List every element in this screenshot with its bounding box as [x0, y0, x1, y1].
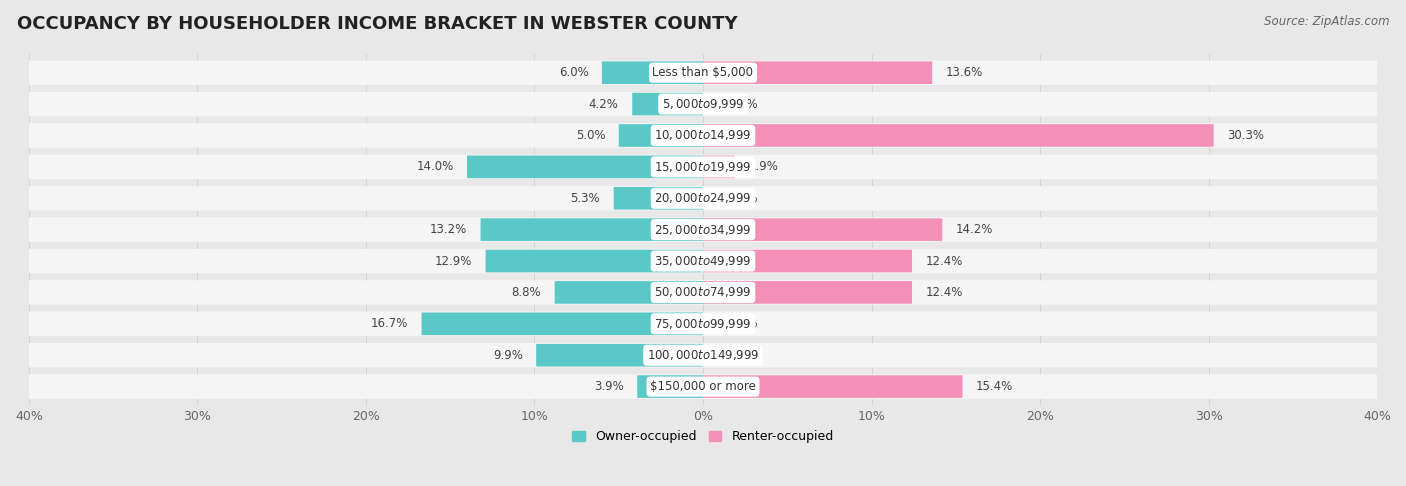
FancyBboxPatch shape	[21, 123, 1385, 148]
FancyBboxPatch shape	[602, 61, 703, 84]
Text: 0.0%: 0.0%	[728, 317, 758, 330]
Text: 12.4%: 12.4%	[925, 255, 963, 267]
FancyBboxPatch shape	[21, 249, 1385, 273]
FancyBboxPatch shape	[633, 93, 703, 115]
FancyBboxPatch shape	[703, 61, 932, 84]
FancyBboxPatch shape	[21, 155, 1385, 179]
Text: $10,000 to $14,999: $10,000 to $14,999	[654, 128, 752, 142]
Text: $5,000 to $9,999: $5,000 to $9,999	[662, 97, 744, 111]
Text: $20,000 to $24,999: $20,000 to $24,999	[654, 191, 752, 205]
Text: 0.0%: 0.0%	[728, 192, 758, 205]
FancyBboxPatch shape	[637, 375, 703, 398]
Text: OCCUPANCY BY HOUSEHOLDER INCOME BRACKET IN WEBSTER COUNTY: OCCUPANCY BY HOUSEHOLDER INCOME BRACKET …	[17, 15, 738, 33]
Text: $50,000 to $74,999: $50,000 to $74,999	[654, 285, 752, 299]
FancyBboxPatch shape	[21, 217, 1385, 242]
Text: 3.9%: 3.9%	[595, 380, 624, 393]
FancyBboxPatch shape	[21, 186, 1385, 210]
FancyBboxPatch shape	[21, 60, 1385, 85]
Text: 5.3%: 5.3%	[571, 192, 600, 205]
Text: 0.0%: 0.0%	[728, 348, 758, 362]
FancyBboxPatch shape	[703, 281, 912, 304]
Text: $150,000 or more: $150,000 or more	[650, 380, 756, 393]
FancyBboxPatch shape	[703, 218, 942, 241]
Text: 12.9%: 12.9%	[434, 255, 472, 267]
Text: 15.4%: 15.4%	[976, 380, 1014, 393]
FancyBboxPatch shape	[21, 280, 1385, 305]
FancyBboxPatch shape	[21, 312, 1385, 336]
FancyBboxPatch shape	[619, 124, 703, 147]
Text: 13.6%: 13.6%	[946, 66, 983, 79]
Text: 30.3%: 30.3%	[1227, 129, 1264, 142]
Legend: Owner-occupied, Renter-occupied: Owner-occupied, Renter-occupied	[568, 425, 838, 449]
FancyBboxPatch shape	[422, 312, 703, 335]
Text: 0.0%: 0.0%	[728, 98, 758, 111]
Text: $100,000 to $149,999: $100,000 to $149,999	[647, 348, 759, 362]
Text: $25,000 to $34,999: $25,000 to $34,999	[654, 223, 752, 237]
FancyBboxPatch shape	[21, 92, 1385, 116]
Text: Source: ZipAtlas.com: Source: ZipAtlas.com	[1264, 15, 1389, 28]
FancyBboxPatch shape	[536, 344, 703, 366]
FancyBboxPatch shape	[481, 218, 703, 241]
Text: 12.4%: 12.4%	[925, 286, 963, 299]
Text: 8.8%: 8.8%	[512, 286, 541, 299]
FancyBboxPatch shape	[703, 124, 1213, 147]
Text: 13.2%: 13.2%	[430, 223, 467, 236]
Text: 14.0%: 14.0%	[416, 160, 454, 174]
Text: 1.9%: 1.9%	[748, 160, 779, 174]
Text: $75,000 to $99,999: $75,000 to $99,999	[654, 317, 752, 331]
Text: Less than $5,000: Less than $5,000	[652, 66, 754, 79]
Text: $35,000 to $49,999: $35,000 to $49,999	[654, 254, 752, 268]
FancyBboxPatch shape	[21, 343, 1385, 367]
Text: 4.2%: 4.2%	[589, 98, 619, 111]
Text: 16.7%: 16.7%	[371, 317, 408, 330]
FancyBboxPatch shape	[555, 281, 703, 304]
Text: 5.0%: 5.0%	[575, 129, 605, 142]
Text: 6.0%: 6.0%	[558, 66, 588, 79]
Text: 9.9%: 9.9%	[494, 348, 523, 362]
FancyBboxPatch shape	[613, 187, 703, 209]
FancyBboxPatch shape	[485, 250, 703, 272]
FancyBboxPatch shape	[467, 156, 703, 178]
FancyBboxPatch shape	[703, 250, 912, 272]
FancyBboxPatch shape	[703, 156, 735, 178]
FancyBboxPatch shape	[703, 375, 963, 398]
FancyBboxPatch shape	[21, 374, 1385, 399]
Text: $15,000 to $19,999: $15,000 to $19,999	[654, 160, 752, 174]
Text: 14.2%: 14.2%	[956, 223, 993, 236]
